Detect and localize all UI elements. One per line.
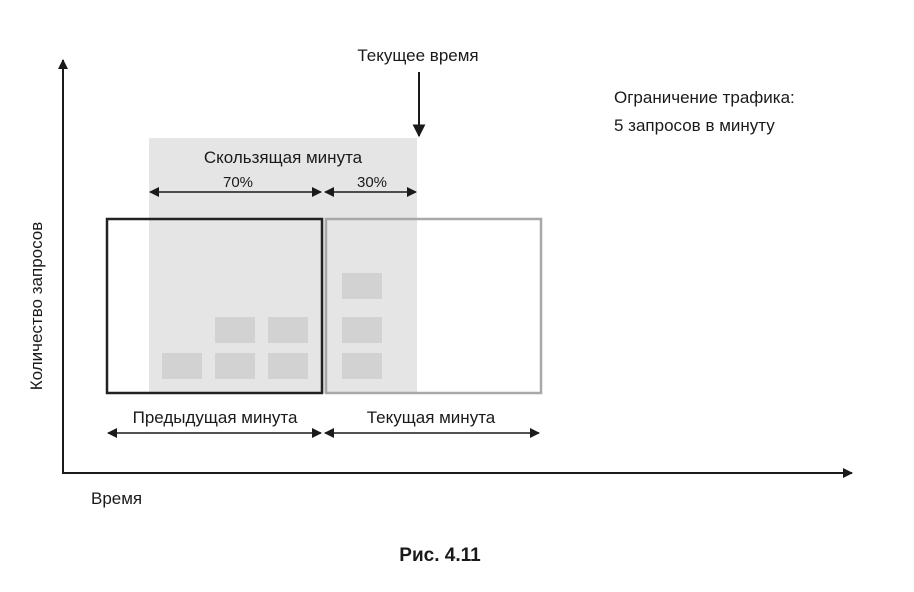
previous-minute-requests [162,317,308,379]
previous-minute-frame [105,217,324,395]
figure-caption: Рис. 4.11 [399,545,481,566]
current-time-label: Текущее время [357,46,478,65]
current-minute-label: Текущая минута [367,408,496,427]
request-block [215,353,255,379]
percent-previous-label: 70% [223,174,253,191]
request-block [215,317,255,343]
sliding-window-label: Скользящая минута [204,148,363,167]
previous-minute-label: Предыдущая минута [133,408,298,427]
request-block [342,353,382,379]
percent-current-label: 30% [357,174,387,191]
request-block [342,317,382,343]
x-axis-label: Время [91,489,142,508]
current-minute-requests [342,273,382,379]
sliding-window-region [149,138,417,393]
current-minute-frame [324,217,543,395]
request-block [268,317,308,343]
rate-limit-line2: 5 запросов в минуту [614,116,775,135]
y-axis-label: Количество запросов [27,222,46,391]
request-block [162,353,202,379]
request-block [268,353,308,379]
request-block [342,273,382,299]
rate-limit-line1: Ограничение трафика: [614,88,795,107]
